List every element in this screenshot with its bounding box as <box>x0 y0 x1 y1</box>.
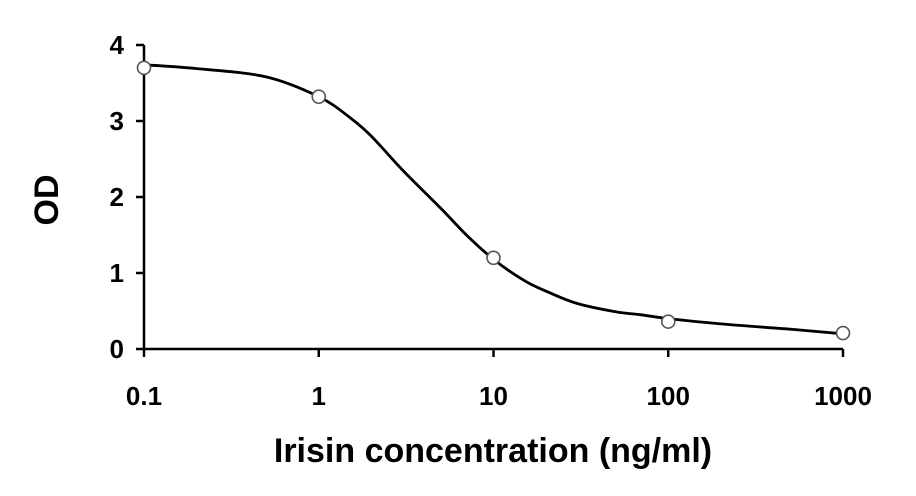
data-point <box>486 250 501 266</box>
x-tick-label: 10 <box>479 381 508 411</box>
x-axis-title: Irisin concentration (ng/ml) <box>274 432 712 470</box>
x-ticks: 0.1 1 10 100 1000 <box>126 349 872 411</box>
data-points <box>136 60 851 341</box>
y-tick-label: 0 <box>110 334 124 364</box>
data-point <box>660 314 676 329</box>
axes <box>142 45 843 351</box>
x-tick-label: 0.1 <box>126 381 162 411</box>
y-tick-label: 1 <box>110 258 124 288</box>
y-tick-label: 4 <box>110 30 125 60</box>
data-point <box>136 60 152 76</box>
data-point <box>311 89 327 104</box>
x-tick-label: 100 <box>647 381 690 411</box>
y-tick-label: 3 <box>110 106 124 136</box>
y-tick-label: 2 <box>110 182 124 212</box>
y-ticks: 0 1 2 3 4 <box>110 30 144 364</box>
data-point <box>835 325 851 341</box>
y-axis-title: OD <box>28 175 66 226</box>
fit-curve <box>143 63 844 336</box>
x-tick-label: 1 <box>312 381 326 411</box>
x-tick-label: 1000 <box>814 381 872 411</box>
